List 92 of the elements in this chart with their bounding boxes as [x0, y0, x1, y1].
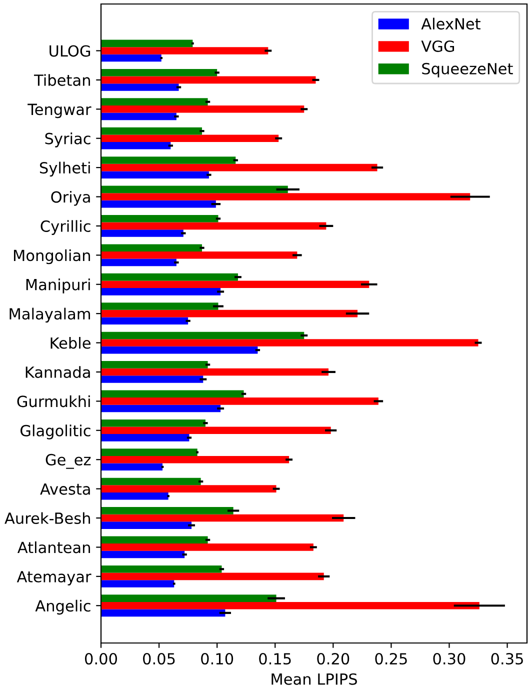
y-tick-label: Sylheti: [40, 162, 90, 177]
bar: [101, 456, 290, 464]
y-tick-label: Keble: [50, 336, 90, 349]
bar: [101, 112, 176, 120]
y-tick-label: Atemayar: [16, 571, 92, 586]
bar: [101, 602, 480, 610]
bar: [101, 536, 208, 544]
bar: [101, 156, 236, 164]
x-tick-label: 0.15: [259, 652, 291, 665]
bar: [101, 193, 470, 200]
bar: [101, 142, 171, 150]
y-tick-label: ULOG: [50, 45, 90, 57]
bar: [101, 317, 188, 325]
y-tick-label: Glagolitic: [20, 424, 90, 440]
bar: [101, 390, 244, 398]
bar: [101, 361, 208, 368]
legend-label: VGG: [421, 40, 454, 52]
bar: [101, 426, 331, 434]
bar: [101, 514, 344, 522]
bar: [101, 404, 221, 412]
bar: [101, 492, 168, 500]
bar: [101, 302, 218, 310]
bar: [101, 522, 192, 529]
bar: [101, 434, 190, 442]
bar: [101, 580, 174, 588]
bar: [101, 222, 326, 230]
y-tick-label: Ge_ez: [46, 454, 91, 469]
bar: [101, 76, 316, 84]
bar: [101, 252, 298, 259]
x-tick-label: 0.25: [375, 652, 407, 665]
y-tick-label: Tibetan: [34, 74, 90, 86]
bar: [101, 565, 222, 573]
bar: [101, 463, 163, 471]
y-tick-label: Syriac: [45, 132, 90, 148]
bar: [101, 186, 288, 194]
bar: [101, 171, 209, 178]
bar: [101, 200, 216, 208]
bar: [101, 68, 218, 76]
y-tick-label: Mongolian: [14, 249, 90, 264]
bar: [101, 273, 238, 281]
bar: [101, 544, 314, 551]
bar: [101, 346, 258, 354]
bar: [101, 368, 329, 376]
y-tick-label: Oriya: [51, 190, 90, 206]
x-tick-label: 0.00: [85, 652, 117, 665]
bar: [101, 288, 221, 296]
y-tick-label: Manipuri: [26, 278, 90, 294]
x-tick-label: 0.05: [143, 652, 175, 665]
x-tick-label: 0.20: [317, 652, 350, 665]
bar: [101, 134, 279, 142]
y-tick-label: Atlantean: [18, 541, 90, 554]
bar: [101, 310, 358, 318]
bar: [101, 40, 193, 48]
bar: [101, 609, 226, 617]
bar: [101, 164, 378, 172]
bar: [101, 54, 162, 62]
bar: [101, 84, 179, 91]
bar: [101, 419, 206, 427]
bar: [101, 478, 201, 486]
bar: [101, 448, 198, 456]
bar: [101, 594, 276, 602]
bar: [101, 485, 276, 492]
bar: [101, 507, 234, 514]
y-tick-label: Malayalam: [10, 308, 90, 323]
bar: [101, 127, 202, 135]
bar: [101, 244, 202, 252]
x-tick-label: 0.30: [433, 652, 466, 665]
y-tick-label: Gurmukhi: [17, 395, 90, 408]
y-tick-label: Cyrillic: [40, 220, 90, 235]
y-tick-label: Tengwar: [28, 104, 92, 118]
bar: [101, 215, 218, 222]
x-axis-title: Mean LPIPS: [272, 673, 357, 685]
bar: [101, 398, 378, 405]
y-tick-label: Aurek-Besh: [4, 512, 90, 524]
legend-label: AlexNet: [421, 18, 480, 30]
y-tick-label: Kannada: [26, 366, 90, 378]
bar: [101, 258, 176, 266]
bar: [101, 230, 184, 237]
bar: [101, 47, 268, 54]
bar: [101, 550, 185, 558]
x-tick-label: 0.35: [491, 652, 523, 665]
x-tick-label: 0.10: [201, 652, 234, 665]
bar: [101, 105, 304, 113]
y-tick-label: Angelic: [35, 600, 90, 615]
bar: [101, 339, 478, 346]
bar: [101, 572, 324, 580]
bar: [101, 332, 304, 340]
bar: [101, 376, 204, 383]
y-tick-label: Avesta: [40, 483, 90, 495]
bar: [101, 280, 370, 288]
legend-label: SqueezeNet: [422, 62, 513, 78]
bar: [101, 98, 208, 106]
